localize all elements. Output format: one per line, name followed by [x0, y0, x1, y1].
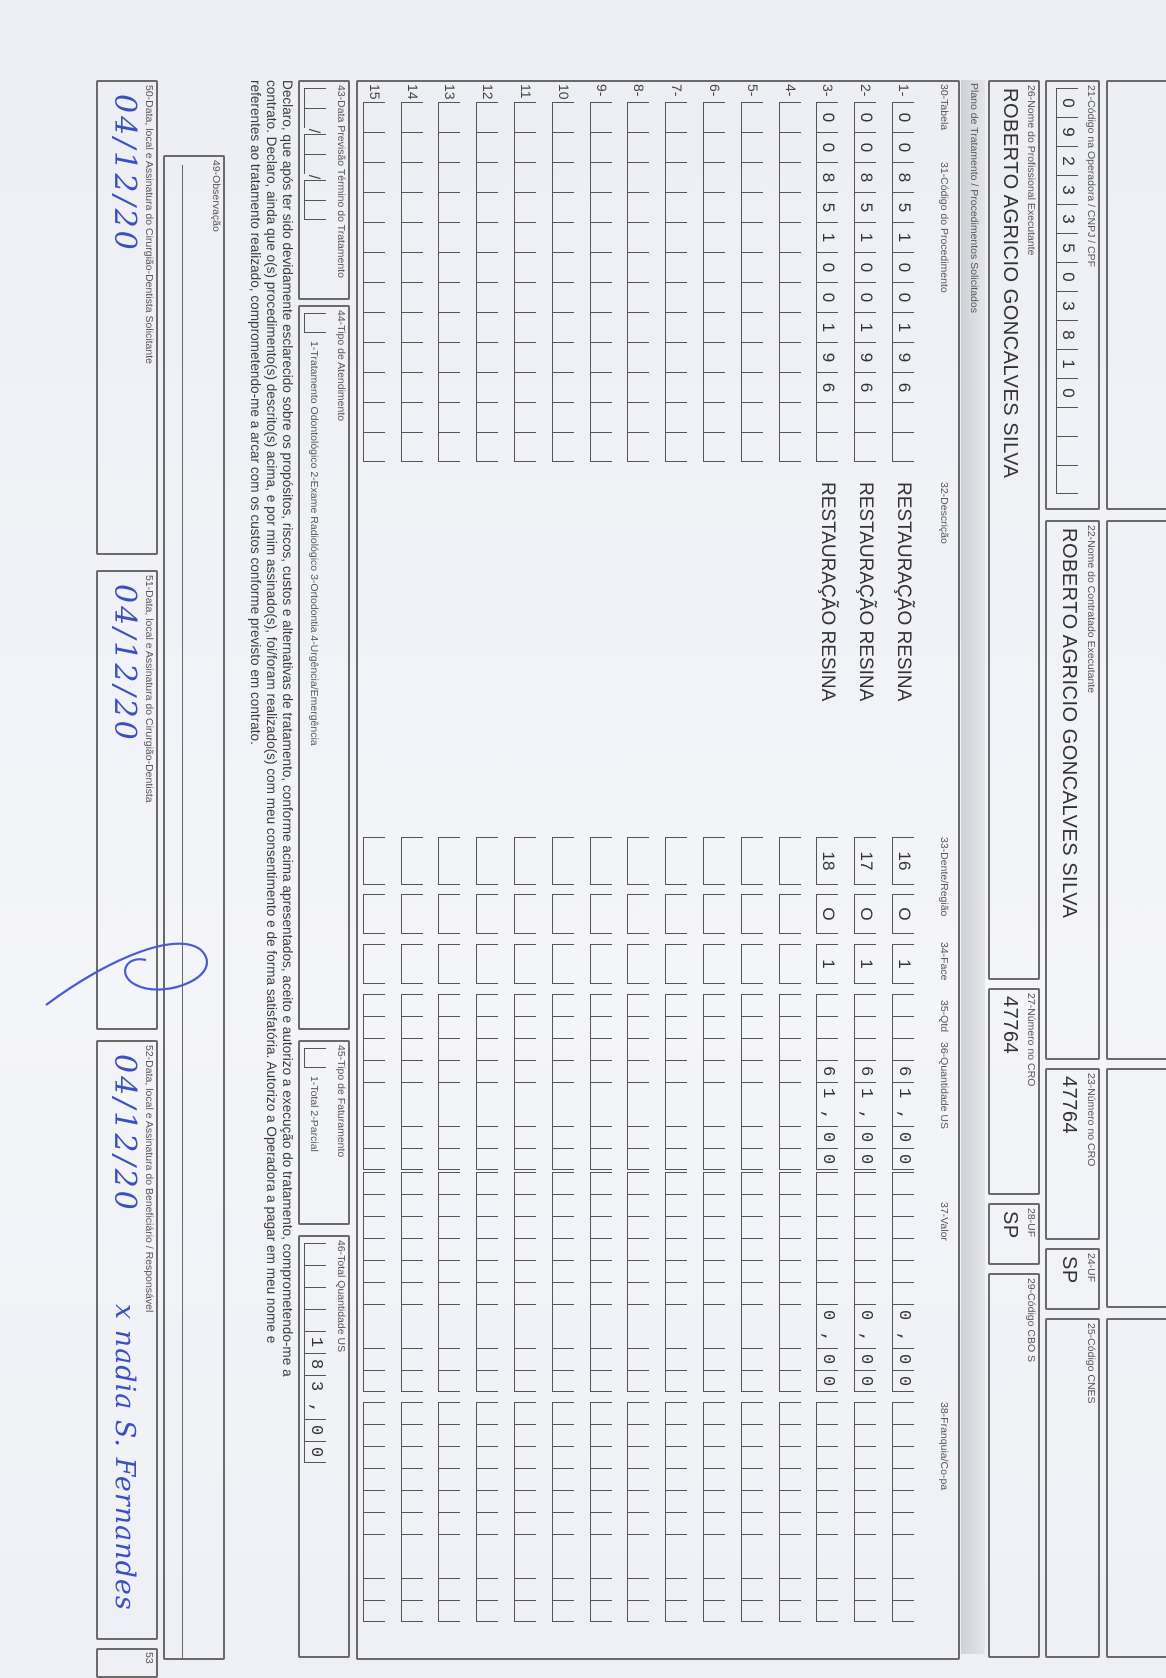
dentist-signature-scribble [45, 942, 209, 1006]
